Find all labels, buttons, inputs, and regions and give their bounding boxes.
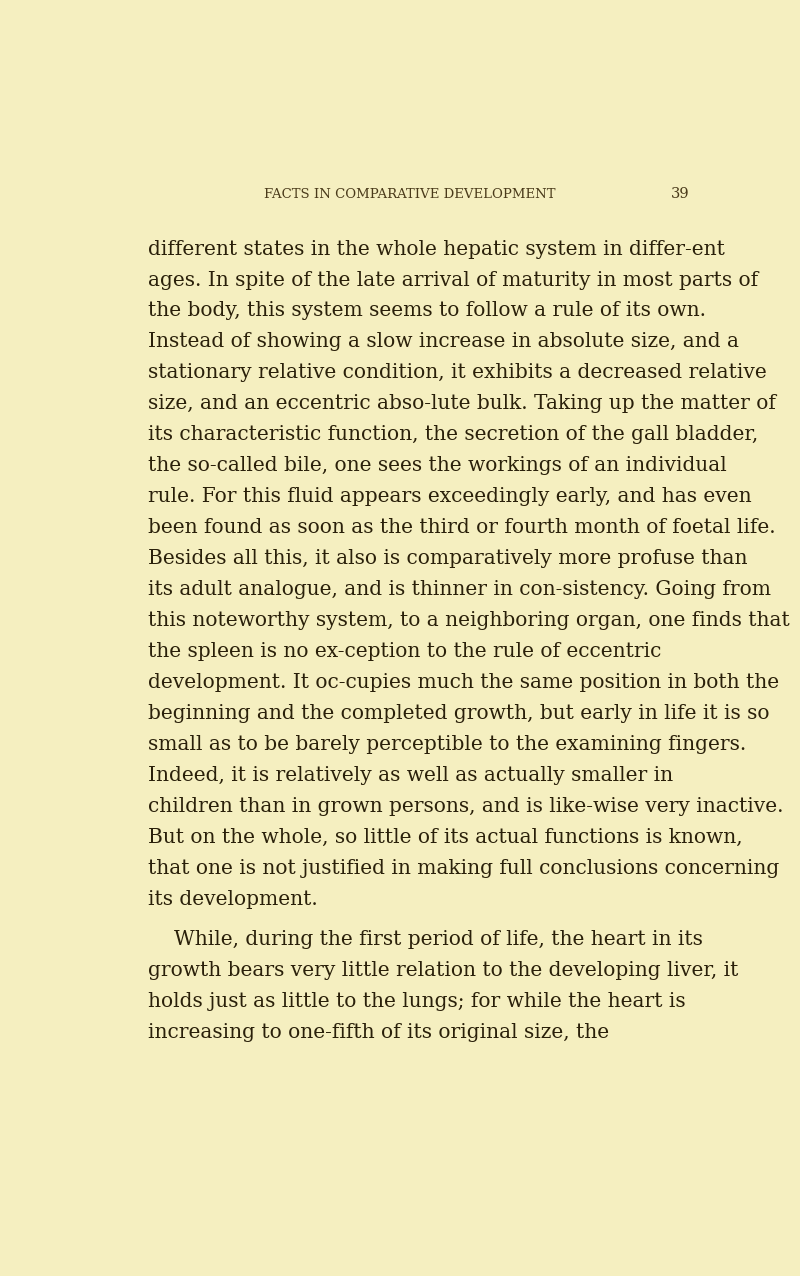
- Text: children than in grown persons, and is like-wise very inactive.: children than in grown persons, and is l…: [148, 796, 784, 815]
- Text: size, and an eccentric abso-lute bulk. Taking up the matter of: size, and an eccentric abso-lute bulk. T…: [148, 394, 776, 413]
- Text: the body, this system seems to follow a rule of its own.: the body, this system seems to follow a …: [148, 301, 706, 320]
- Text: ages. In spite of the late arrival of maturity in most parts of: ages. In spite of the late arrival of ma…: [148, 271, 758, 290]
- Text: growth bears very little relation to the developing liver, it: growth bears very little relation to the…: [148, 961, 738, 980]
- Text: beginning and the completed growth, but early in life it is so: beginning and the completed growth, but …: [148, 704, 770, 722]
- Text: While, during the first period of life, the heart in its: While, during the first period of life, …: [174, 930, 703, 949]
- Text: Instead of showing a slow increase in absolute size, and a: Instead of showing a slow increase in ab…: [148, 333, 739, 351]
- Text: rule. For this fluid appears exceedingly early, and has even: rule. For this fluid appears exceedingly…: [148, 487, 752, 507]
- Text: development. It oc-cupies much the same position in both the: development. It oc-cupies much the same …: [148, 672, 779, 692]
- Text: holds just as little to the lungs; for while the heart is: holds just as little to the lungs; for w…: [148, 991, 686, 1011]
- Text: its adult analogue, and is thinner in con-sistency. Going from: its adult analogue, and is thinner in co…: [148, 581, 771, 598]
- Text: small as to be barely perceptible to the examining fingers.: small as to be barely perceptible to the…: [148, 735, 746, 754]
- Text: But on the whole, so little of its actual functions is known,: But on the whole, so little of its actua…: [148, 828, 743, 846]
- Text: that one is not justified in making full conclusions concerning: that one is not justified in making full…: [148, 859, 780, 878]
- Text: its development.: its development.: [148, 889, 318, 909]
- Text: the spleen is no ex-ception to the rule of eccentric: the spleen is no ex-ception to the rule …: [148, 642, 662, 661]
- Text: its characteristic function, the secretion of the gall bladder,: its characteristic function, the secreti…: [148, 425, 758, 444]
- Text: different states in the whole hepatic system in differ-ent: different states in the whole hepatic sy…: [148, 240, 726, 259]
- Text: FACTS IN COMPARATIVE DEVELOPMENT: FACTS IN COMPARATIVE DEVELOPMENT: [264, 188, 556, 200]
- Text: this noteworthy system, to a neighboring organ, one finds that: this noteworthy system, to a neighboring…: [148, 611, 790, 630]
- Text: Indeed, it is relatively as well as actually smaller in: Indeed, it is relatively as well as actu…: [148, 766, 674, 785]
- Text: increasing to one-fifth of its original size, the: increasing to one-fifth of its original …: [148, 1022, 610, 1041]
- Text: stationary relative condition, it exhibits a decreased relative: stationary relative condition, it exhibi…: [148, 364, 767, 383]
- Text: been found as soon as the third or fourth month of foetal life.: been found as soon as the third or fourt…: [148, 518, 776, 537]
- Text: 39: 39: [670, 188, 689, 202]
- Text: Besides all this, it also is comparatively more profuse than: Besides all this, it also is comparative…: [148, 549, 748, 568]
- Text: the so-called bile, one sees the workings of an individual: the so-called bile, one sees the working…: [148, 457, 727, 475]
